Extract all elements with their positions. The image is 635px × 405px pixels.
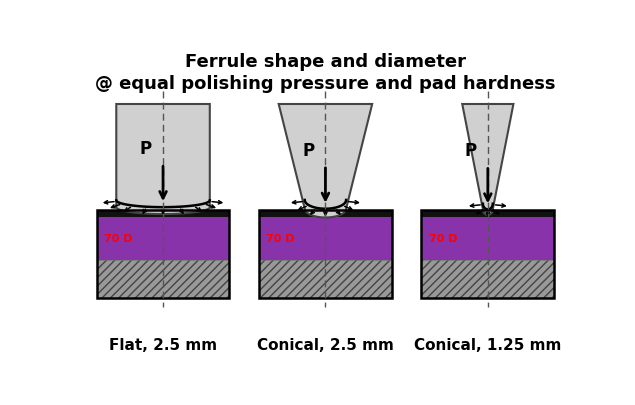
Text: Conical, 1.25 mm: Conical, 1.25 mm xyxy=(414,337,561,352)
Bar xyxy=(259,217,392,261)
Text: P: P xyxy=(140,140,152,158)
Bar xyxy=(259,261,392,298)
Text: P: P xyxy=(302,141,314,159)
Text: 70 D: 70 D xyxy=(104,234,133,244)
Text: 70 D: 70 D xyxy=(429,234,457,244)
Text: Ferrule shape and diameter: Ferrule shape and diameter xyxy=(185,53,466,71)
Bar xyxy=(259,211,392,217)
Polygon shape xyxy=(462,105,514,215)
Polygon shape xyxy=(116,105,210,215)
Polygon shape xyxy=(279,105,372,218)
Text: 70 D: 70 D xyxy=(267,234,295,244)
Bar xyxy=(422,261,554,298)
Text: P: P xyxy=(465,142,477,160)
Bar xyxy=(97,261,229,298)
Bar xyxy=(97,211,229,298)
Bar xyxy=(422,217,554,261)
Bar xyxy=(422,211,554,298)
Text: Flat, 2.5 mm: Flat, 2.5 mm xyxy=(109,337,217,352)
Bar xyxy=(422,211,554,217)
Bar xyxy=(259,211,392,298)
Text: Conical, 2.5 mm: Conical, 2.5 mm xyxy=(257,337,394,352)
Text: @ equal polishing pressure and pad hardness: @ equal polishing pressure and pad hardn… xyxy=(95,75,556,93)
Bar xyxy=(97,217,229,261)
Bar xyxy=(97,211,229,217)
